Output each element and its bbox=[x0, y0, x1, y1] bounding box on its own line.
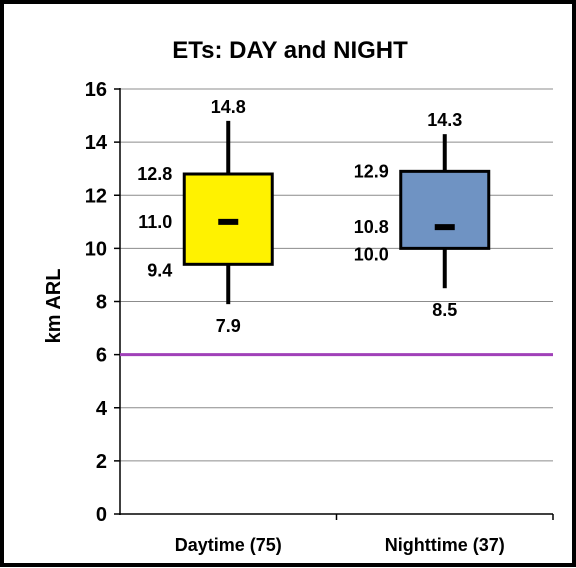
y-tick-label: 0 bbox=[96, 504, 107, 526]
y-tick-label: 6 bbox=[96, 345, 107, 367]
max-label: 14.8 bbox=[211, 97, 246, 117]
x-tick-label: Daytime (75) bbox=[175, 535, 282, 555]
x-tick-label: Nighttime (37) bbox=[385, 535, 505, 555]
y-tick-label: 12 bbox=[85, 185, 107, 207]
max-label: 14.3 bbox=[427, 110, 462, 130]
min-label: 8.5 bbox=[432, 300, 457, 320]
y-tick-label: 8 bbox=[96, 292, 107, 314]
y-tick-label: 2 bbox=[96, 451, 107, 473]
q1-label: 10.0 bbox=[354, 244, 389, 264]
min-label: 7.9 bbox=[216, 316, 241, 336]
q3-label: 12.9 bbox=[354, 161, 389, 181]
median-label: 10.8 bbox=[354, 217, 389, 237]
box bbox=[399, 169, 491, 250]
median-label: 11.0 bbox=[138, 212, 172, 232]
q1-label: 9.4 bbox=[147, 260, 172, 280]
y-tick-label: 14 bbox=[85, 132, 108, 154]
y-tick-label: 10 bbox=[85, 238, 107, 260]
chart-title: ETs: DAY and NIGHT bbox=[172, 37, 408, 64]
y-axis-label: km ARL bbox=[43, 269, 65, 344]
y-tick-label: 16 bbox=[85, 79, 107, 101]
q3-label: 12.8 bbox=[137, 164, 172, 184]
plot-area: 0 2 4 6 8 10 12 14 16 Daytime (75) 14.8 7.9 12.8 11.0… bbox=[85, 79, 554, 555]
y-tick-label: 4 bbox=[96, 398, 108, 420]
box-plot-chart: ETs: DAY and NIGHT km ARL 0 2 4 6 8 10 12 14 16 D… bbox=[43, 37, 554, 555]
